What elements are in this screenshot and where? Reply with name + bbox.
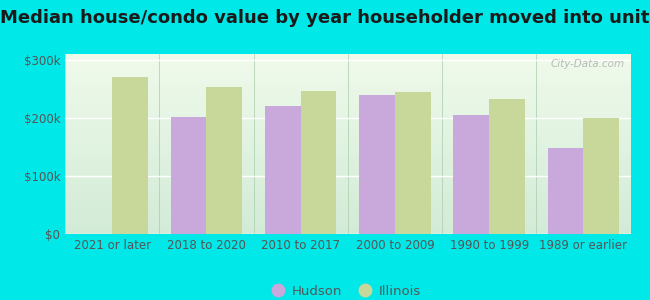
- Bar: [265, 106, 300, 234]
- Bar: [207, 87, 242, 234]
- Bar: [300, 91, 337, 234]
- Bar: [359, 94, 395, 234]
- Bar: [453, 115, 489, 234]
- Legend: Hudson, Illinois: Hudson, Illinois: [269, 279, 426, 300]
- Bar: [489, 99, 525, 234]
- Text: City-Data.com: City-Data.com: [551, 59, 625, 69]
- Bar: [584, 118, 619, 234]
- Bar: [547, 148, 583, 234]
- Bar: [170, 117, 207, 234]
- Text: Median house/condo value by year householder moved into unit: Median house/condo value by year househo…: [0, 9, 650, 27]
- Bar: [395, 92, 431, 234]
- Bar: [112, 77, 148, 234]
